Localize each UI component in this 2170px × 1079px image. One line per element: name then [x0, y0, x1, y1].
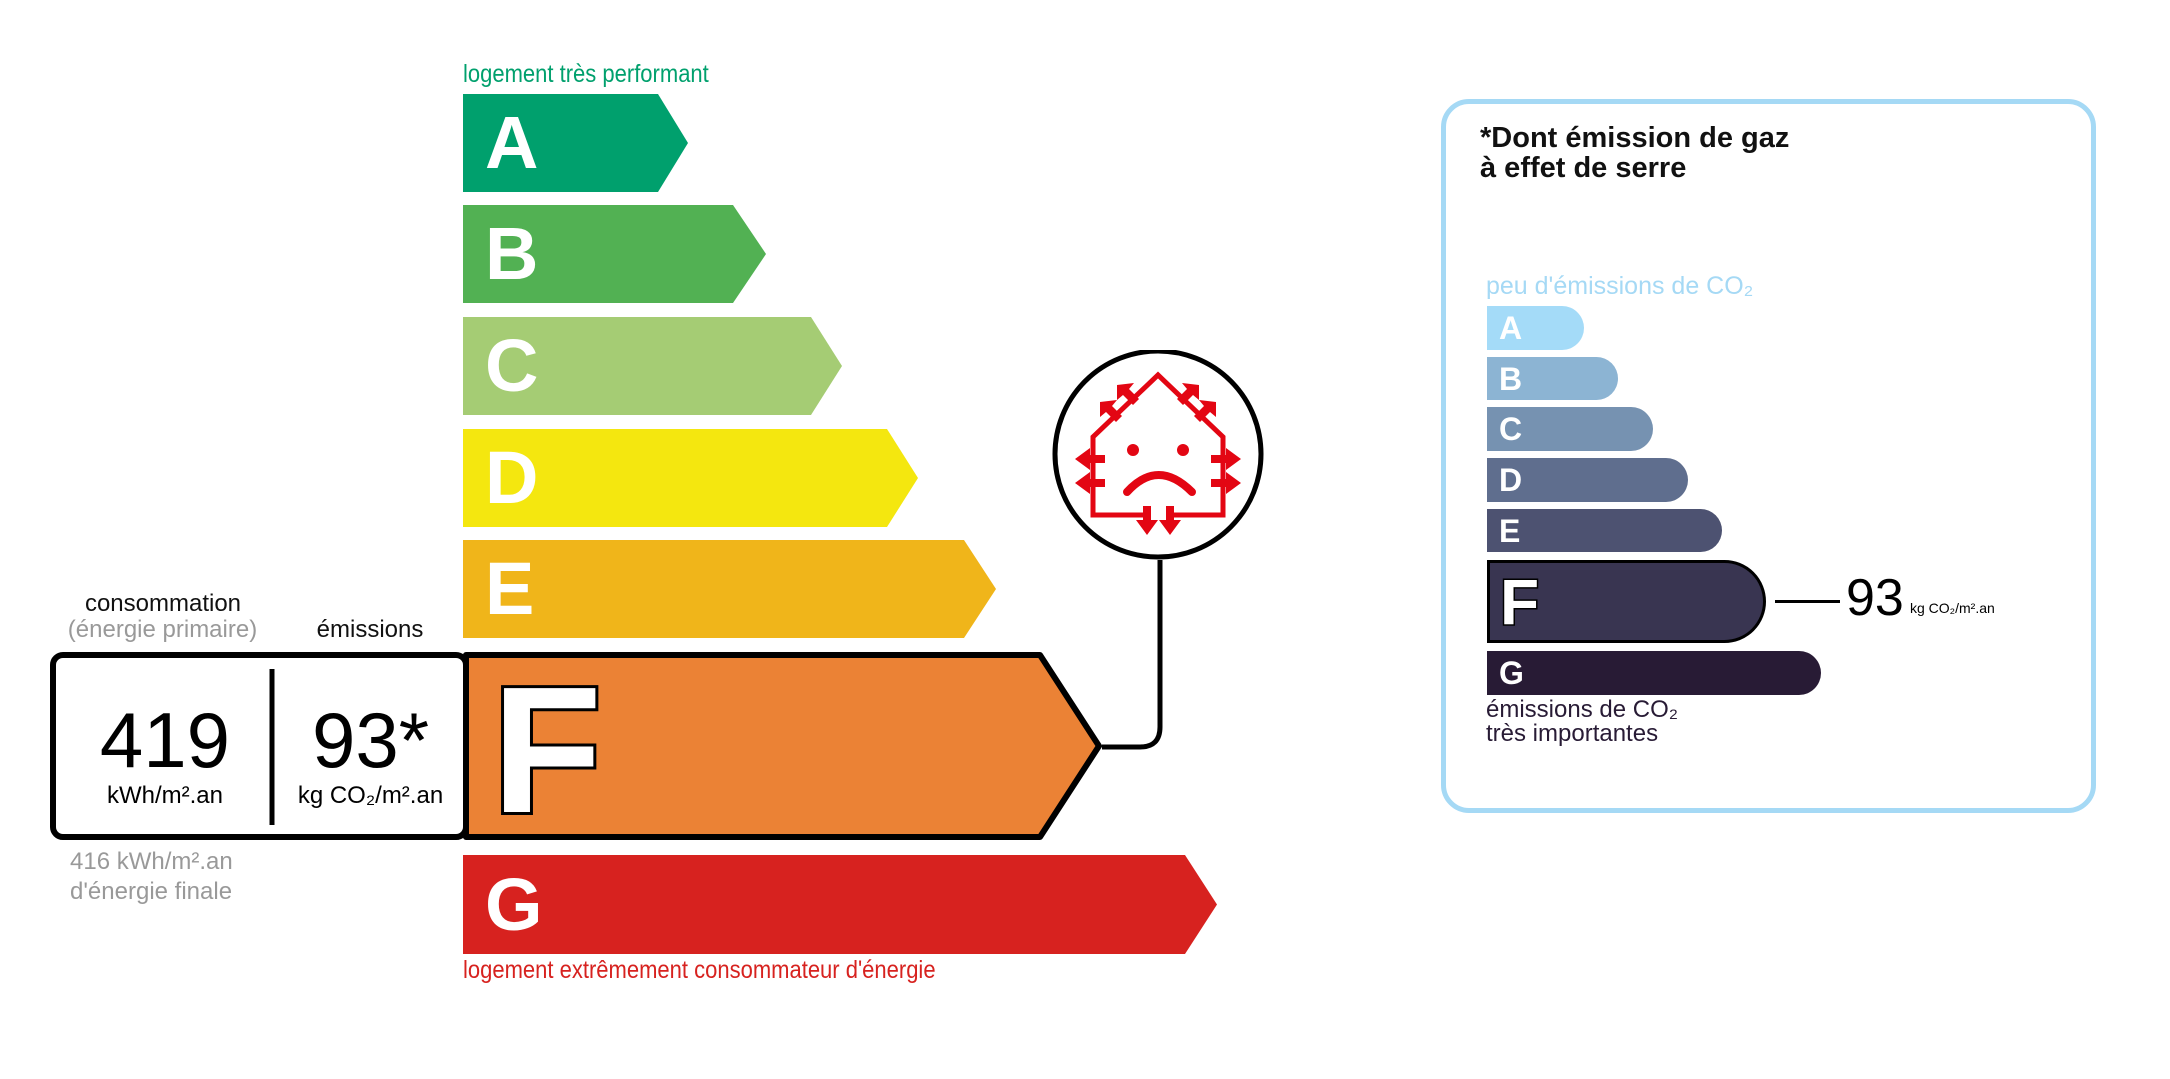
icon-connector-line [1102, 560, 1163, 750]
ges-letter-e: E [1499, 512, 1521, 549]
ges-bar-c: C [1487, 407, 1653, 451]
energy-bottom-label: logement extrêmement consommateur d'éner… [463, 956, 936, 984]
consumption-sublabel: (énergie primaire) [67, 616, 258, 643]
ges-letter-c: C [1499, 411, 1523, 447]
ges-bottom-label-line1: émissions de CO₂ [1486, 696, 1679, 723]
energy-letter-a: A [485, 101, 539, 184]
ges-unit: kg CO₂/m².an [1910, 600, 1995, 616]
energy-letter-f: F [492, 650, 602, 851]
energy-bar-d: D [463, 429, 918, 527]
energy-letter-d: D [485, 436, 539, 519]
ges-connector-line [1775, 600, 1840, 603]
consumption-value: 419 [99, 696, 231, 784]
ges-bar-a: A [1487, 306, 1584, 350]
emissions-unit: kg CO₂/m².an [297, 782, 444, 809]
energy-letter-e: E [485, 547, 535, 630]
ges-letter-f: F [1498, 565, 1540, 638]
ges-letter-a: A [1499, 310, 1523, 346]
ges-bar-g: G [1487, 651, 1821, 695]
energy-bar-e: E [463, 540, 996, 638]
ges-title-line2: à effet de serre [1480, 152, 1687, 184]
consumption-unit: kWh/m².an [106, 782, 223, 809]
consumption-label: consommation [84, 590, 242, 617]
energy-top-label: logement très performant [463, 60, 709, 88]
ges-bar-f: F [1487, 560, 1766, 643]
energy-letter-c: C [485, 324, 539, 407]
energy-bar-c: C [463, 317, 842, 415]
ges-panel [1441, 99, 2096, 813]
energy-letter-b: B [485, 212, 539, 295]
energy-letter-g: G [485, 862, 543, 946]
emissions-value: 93* [311, 696, 430, 784]
ges-bar-e: E [1487, 509, 1722, 552]
energy-bar-g: G [463, 855, 1217, 954]
ges-value: 93 [1846, 569, 1904, 627]
ges-bar-b: B [1487, 357, 1618, 400]
ges-bottom-label-line2: très importantes [1486, 720, 1659, 747]
sad-house-heat-loss-icon [1052, 350, 1264, 560]
ges-bar-d: D [1487, 458, 1688, 502]
final-energy-value: 416 kWh/m².an [70, 848, 233, 875]
emissions-label: émissions [316, 616, 424, 643]
energy-bar-b: B [463, 205, 766, 303]
energy-value-box [50, 652, 469, 840]
ges-letter-b: B [1499, 360, 1523, 397]
final-energy-label: d'énergie finale [70, 878, 233, 905]
energy-bar-a: A [463, 94, 688, 192]
ges-title-line1: *Dont émission de gaz [1480, 122, 1790, 154]
ges-letter-g: G [1499, 655, 1524, 691]
ges-top-label: peu d'émissions de CO₂ [1486, 272, 1754, 300]
ges-letter-d: D [1499, 462, 1523, 498]
